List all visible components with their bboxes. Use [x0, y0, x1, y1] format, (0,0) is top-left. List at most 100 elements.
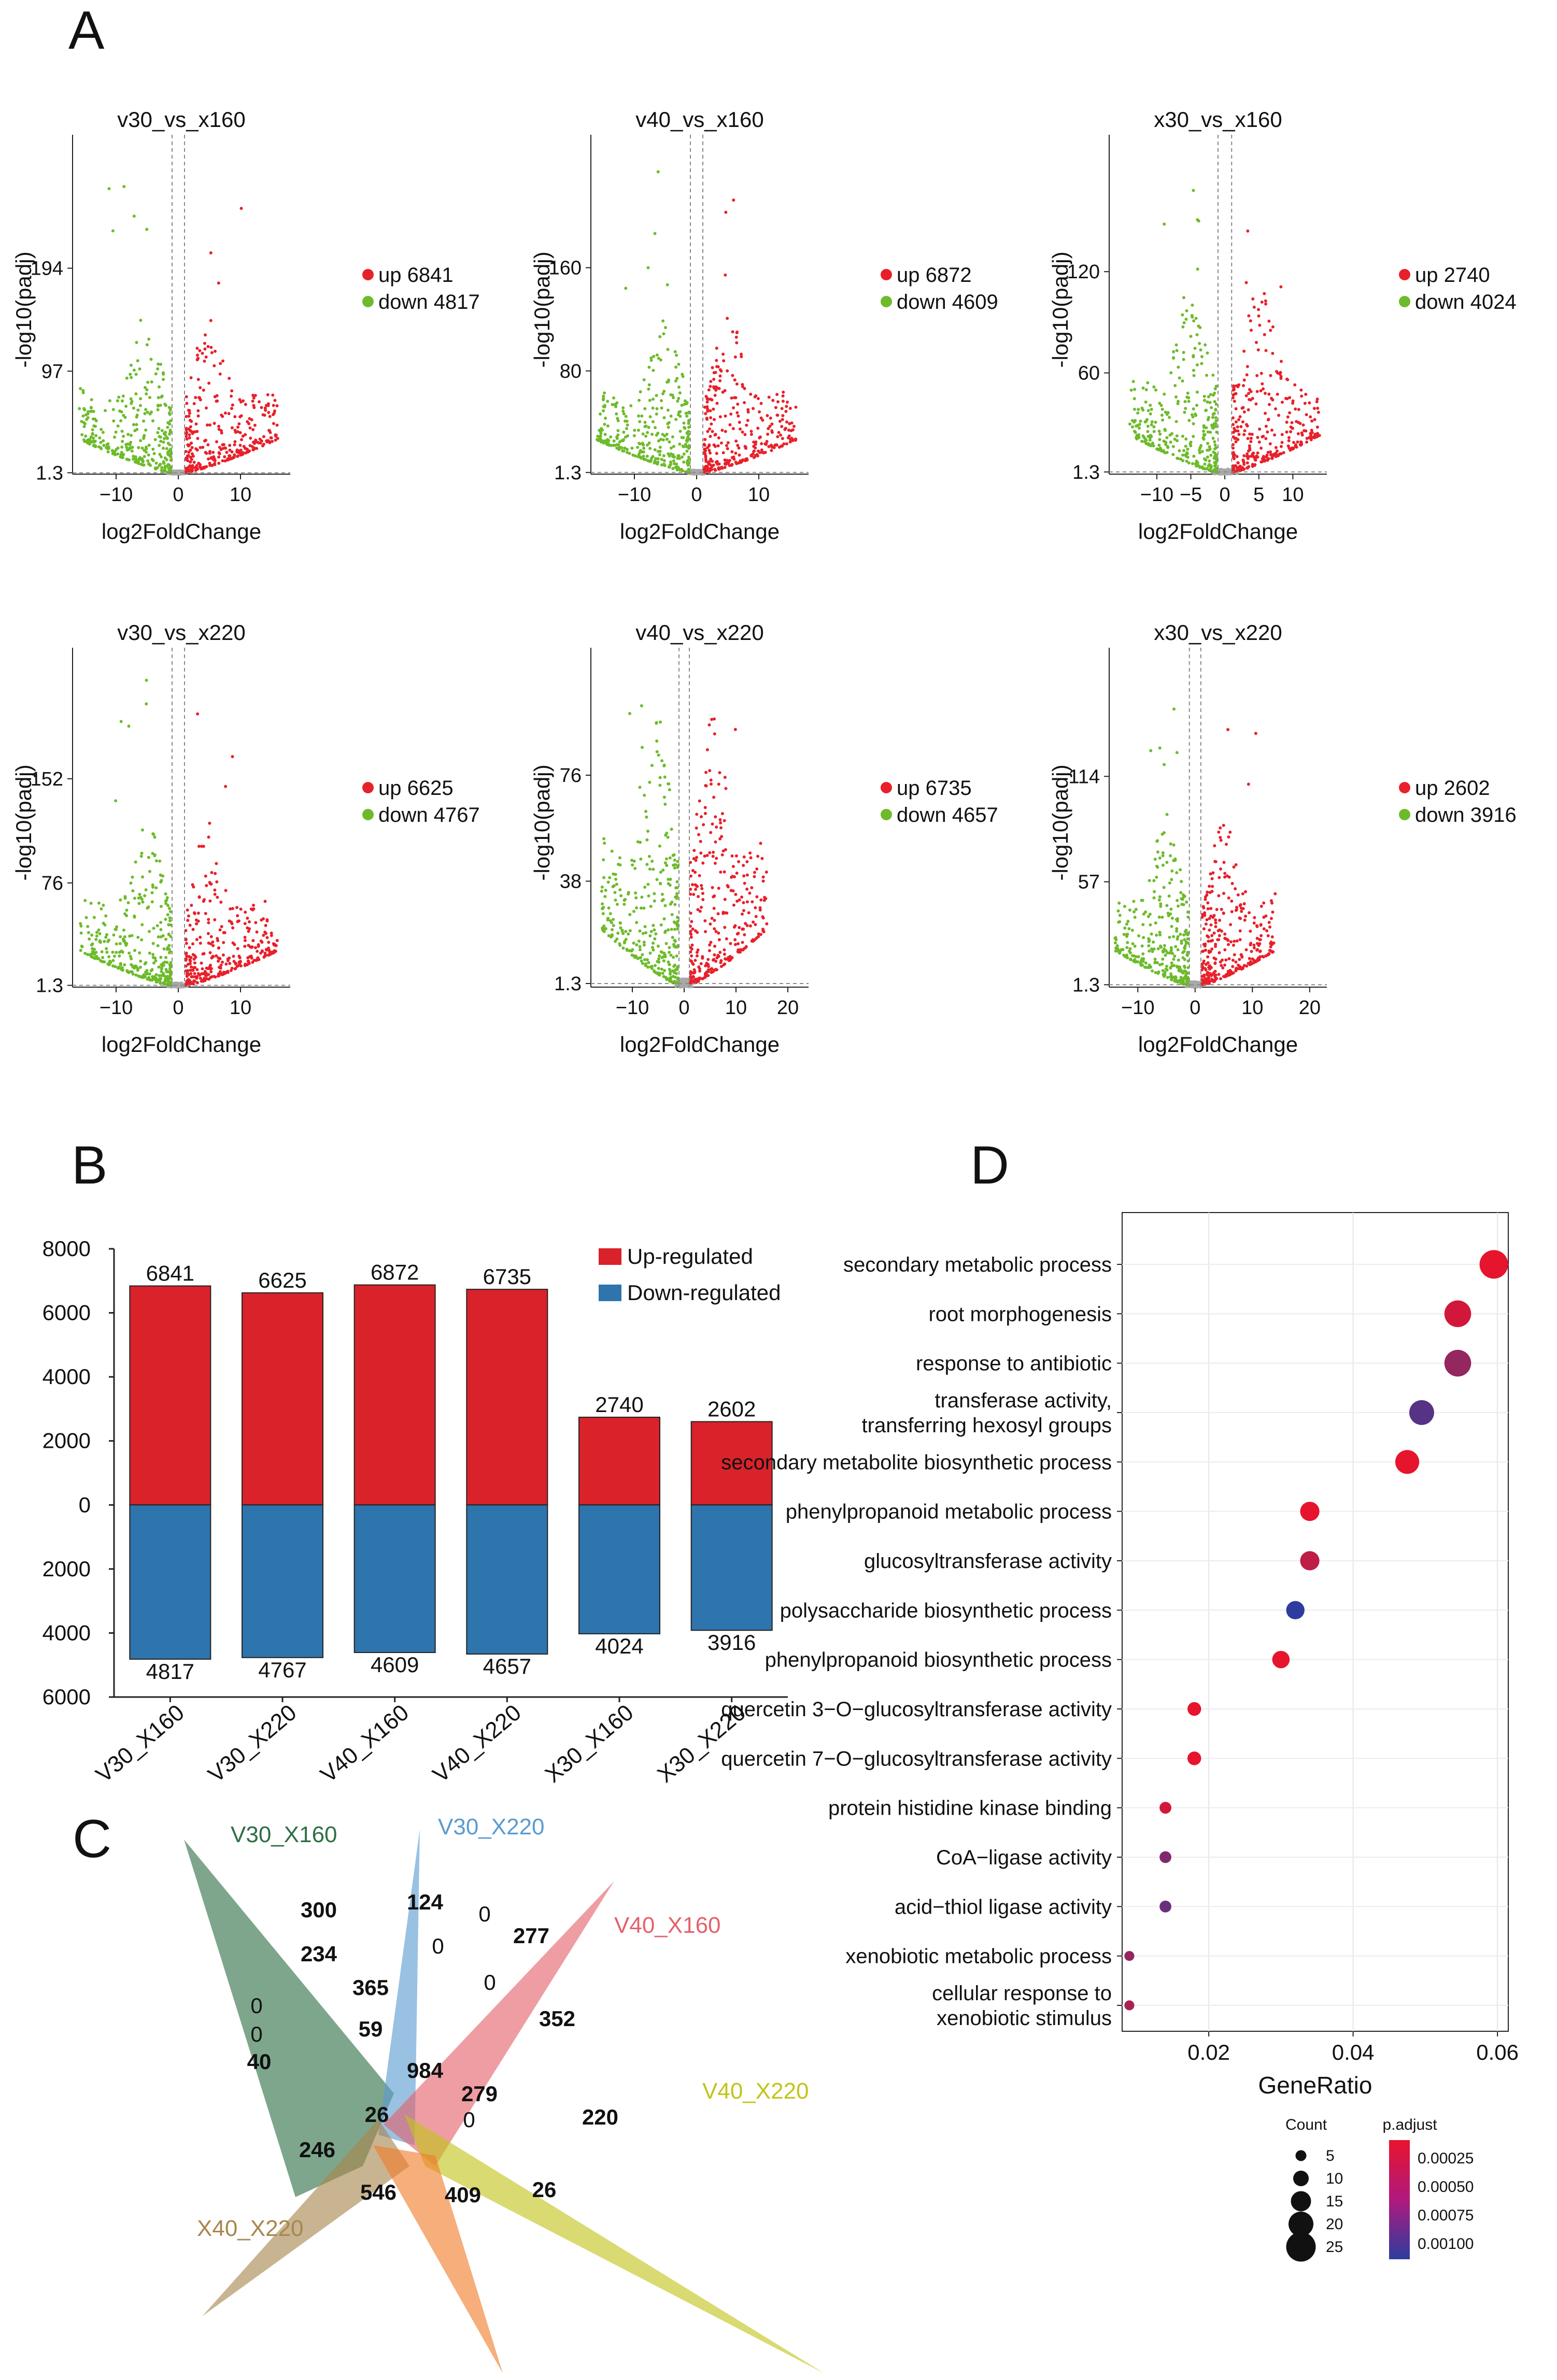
down-point: [1214, 416, 1218, 420]
down-point: [1125, 933, 1128, 936]
up-point: [205, 974, 208, 977]
up-point: [711, 430, 714, 433]
down-point: [127, 448, 131, 451]
outlier-point: [1244, 281, 1248, 284]
up-point: [711, 854, 715, 858]
down-point: [1128, 947, 1132, 951]
up-point: [709, 922, 712, 926]
down-point: [1166, 911, 1170, 915]
down-point: [647, 425, 650, 429]
down-point: [130, 963, 133, 966]
down-point: [150, 380, 153, 384]
venn-count: 0: [484, 1970, 496, 1994]
up-point: [784, 426, 787, 430]
down-point: [1214, 419, 1218, 423]
y-tick-label: 1.3: [1072, 462, 1100, 483]
up-point: [203, 360, 206, 363]
up-point: [1209, 923, 1213, 927]
up-point: [776, 435, 780, 438]
down-point: [606, 441, 610, 445]
up-point: [196, 981, 200, 985]
down-point: [147, 976, 151, 979]
down-point: [659, 358, 662, 362]
venn-count: 124: [407, 1890, 444, 1914]
up-point: [230, 922, 234, 925]
down-point: [1151, 441, 1154, 445]
down-point: [666, 408, 670, 412]
down-point: [1166, 446, 1170, 449]
venn-count: 277: [513, 1923, 549, 1948]
up-point: [740, 355, 743, 359]
down-point: [1192, 454, 1196, 458]
up-point: [1206, 971, 1209, 975]
up-point: [744, 447, 748, 450]
up-point: [195, 975, 199, 978]
down-point: [687, 447, 691, 450]
up-point: [717, 782, 720, 786]
up-point: [1217, 894, 1221, 897]
down-point: [606, 400, 610, 403]
up-point: [694, 859, 698, 862]
up-point: [705, 405, 709, 408]
up-point: [770, 431, 774, 434]
up-point: [217, 946, 220, 950]
up-point: [724, 958, 728, 961]
up-point: [745, 860, 749, 864]
up-point: [711, 958, 715, 962]
volcano-plot-1: v30_vs_x160log2FoldChange-log10(padj)−10…: [11, 107, 480, 544]
up-point: [700, 815, 703, 819]
up-point: [198, 349, 202, 352]
up-point: [1236, 466, 1240, 469]
down-point: [1115, 944, 1119, 948]
up-point: [1308, 401, 1311, 405]
up-point: [1257, 440, 1261, 444]
up-point: [207, 918, 210, 921]
up-point: [775, 393, 779, 396]
up-point: [209, 346, 213, 349]
up-point: [701, 897, 705, 901]
up-point: [260, 918, 263, 922]
down-point: [1118, 914, 1122, 917]
down-point: [1195, 404, 1198, 407]
down-point: [1160, 414, 1164, 417]
up-point: [1259, 372, 1263, 375]
down-point: [599, 412, 602, 416]
down-point: [1198, 341, 1201, 345]
down-point: [167, 933, 171, 936]
up-point: [1298, 422, 1302, 425]
x-tick-label: 0: [1220, 484, 1230, 506]
down-point: [648, 867, 652, 871]
down-point: [1163, 944, 1166, 947]
down-point: [143, 434, 146, 437]
up-point: [1261, 382, 1264, 386]
up-point: [1244, 890, 1248, 893]
down-point: [613, 891, 617, 894]
up-point: [211, 944, 215, 947]
down-point: [125, 376, 129, 380]
down-point: [1179, 933, 1182, 936]
down-point: [164, 899, 167, 903]
down-point: [111, 959, 115, 962]
up-point: [1258, 949, 1262, 953]
up-point: [730, 396, 733, 400]
up-point: [202, 900, 205, 903]
ns-point: [178, 469, 181, 473]
down-point: [1170, 432, 1174, 435]
up-point: [255, 447, 259, 450]
y-axis-label: -log10(padj): [530, 251, 554, 367]
up-point: [745, 924, 749, 928]
up-point: [1233, 388, 1236, 391]
venn-count: 246: [299, 2137, 335, 2162]
down-point: [1211, 416, 1214, 419]
up-point: [725, 444, 728, 447]
down-point: [634, 891, 638, 895]
up-point: [251, 400, 254, 403]
down-point: [1160, 962, 1164, 966]
down-point: [130, 402, 133, 405]
x-axis-label: log2FoldChange: [620, 1032, 780, 1057]
bar-down-value: 4024: [595, 1634, 643, 1658]
up-point: [753, 455, 756, 459]
down-point: [627, 891, 630, 894]
down-point: [663, 803, 667, 806]
up-point: [1222, 911, 1225, 915]
